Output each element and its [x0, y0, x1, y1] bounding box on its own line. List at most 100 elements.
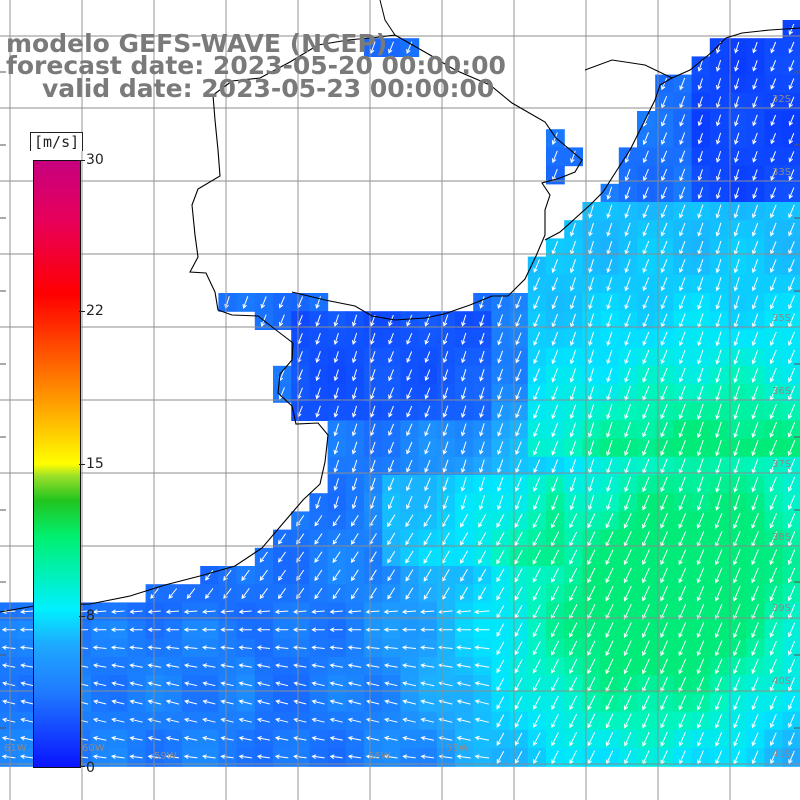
wind-arrow [733, 567, 741, 584]
wind-arrow [788, 259, 795, 273]
wind-arrow [769, 367, 777, 383]
wind-arrow [365, 645, 380, 650]
wind-arrow [734, 78, 740, 90]
wind-arrow [587, 695, 596, 711]
wind-arrow [696, 567, 705, 584]
latitude-label: 41S [772, 749, 792, 760]
wind-arrow [661, 114, 668, 127]
wind-arrow [347, 609, 362, 615]
wind-arrow [588, 295, 595, 310]
wind-arrow [514, 623, 523, 638]
wind-arrow [293, 736, 307, 741]
wind-arrow [402, 699, 416, 705]
wind-arrow [587, 604, 596, 620]
wind-arrow [752, 96, 758, 109]
wind-arrow [293, 681, 307, 687]
wind-arrow [588, 259, 594, 274]
wind-arrow [461, 387, 467, 400]
wind-arrow [751, 204, 759, 219]
wind-arrow [769, 440, 778, 457]
wind-arrow [184, 681, 198, 687]
wind-arrow [751, 658, 759, 675]
wind-arrow [456, 754, 471, 759]
wind-arrow [788, 169, 795, 181]
colorbar-tickmark [79, 766, 85, 767]
wind-arrow [715, 277, 722, 292]
wind-arrow [497, 368, 504, 382]
latitude-label: 38S [772, 532, 792, 543]
wind-arrow [496, 568, 505, 583]
wind-arrow [496, 513, 505, 528]
wind-arrow [697, 59, 703, 72]
wind-arrow [714, 512, 723, 529]
wind-arrow [788, 277, 795, 292]
wind-arrow [202, 663, 216, 668]
latitude-label: 37S [772, 459, 792, 470]
wind-arrow [370, 405, 376, 418]
wind-arrow [678, 403, 686, 420]
wind-arrow [696, 640, 705, 657]
wind-arrow [420, 645, 435, 650]
wind-arrow [714, 622, 723, 639]
wind-arrow [752, 78, 758, 90]
wind-arrow [551, 750, 559, 765]
wind-arrow [424, 459, 431, 473]
wind-arrow [220, 627, 234, 633]
wind-arrow [478, 550, 487, 565]
wind-arrow [351, 423, 358, 437]
wind-arrow [770, 133, 777, 145]
wind-arrow [241, 588, 250, 600]
wind-arrow [769, 331, 777, 347]
wind-arrow [238, 699, 253, 705]
wind-arrow [715, 295, 722, 310]
wind-arrow [624, 222, 631, 237]
wind-arrow [333, 369, 339, 382]
wind-arrow [751, 622, 759, 638]
wind-arrow [678, 676, 687, 693]
wind-arrow [769, 513, 777, 529]
coastline [0, 0, 800, 613]
wind-arrow [787, 513, 796, 529]
wind-arrow [751, 513, 759, 529]
wind-arrow [369, 423, 376, 437]
wind-arrow [474, 717, 490, 723]
latitude-label: 36S [772, 386, 792, 397]
wind-arrow [478, 495, 485, 511]
wind-arrow [129, 609, 143, 615]
wind-arrow [496, 495, 504, 511]
wind-arrow [606, 421, 613, 438]
wind-arrow [514, 568, 523, 583]
wind-arrow [697, 204, 704, 219]
wind-arrow [497, 350, 504, 364]
latitude-label: 39S [772, 603, 792, 614]
wind-arrow [497, 296, 504, 309]
wind-arrow [678, 367, 686, 383]
wind-arrow [697, 349, 704, 365]
wind-arrow [769, 604, 777, 620]
wind-arrow [714, 640, 723, 657]
wind-arrow [275, 699, 289, 705]
wind-arrow [365, 736, 380, 741]
wind-arrow [514, 531, 523, 547]
wind-arrow [605, 549, 614, 566]
wind-arrow [787, 549, 796, 566]
wind-arrow [278, 588, 287, 600]
wind-arrow [238, 736, 252, 741]
wind-arrow [315, 332, 321, 345]
longitude-label: 55W [446, 743, 469, 754]
wind-arrow [660, 640, 668, 657]
wind-arrow [20, 663, 34, 668]
wind-arrow [733, 622, 741, 639]
wind-arrow [550, 604, 560, 620]
wind-arrow [497, 423, 504, 437]
wind-arrow [679, 77, 686, 91]
wind-arrow [256, 645, 271, 651]
wind-arrow [588, 331, 595, 347]
colorbar-tick-label: 8 [86, 608, 95, 624]
wind-arrow [623, 567, 632, 584]
wind-arrow [733, 549, 741, 566]
wind-arrow [479, 387, 485, 400]
wind-arrow [19, 627, 34, 633]
wind-arrow [202, 736, 216, 741]
wind-arrow [441, 569, 450, 582]
